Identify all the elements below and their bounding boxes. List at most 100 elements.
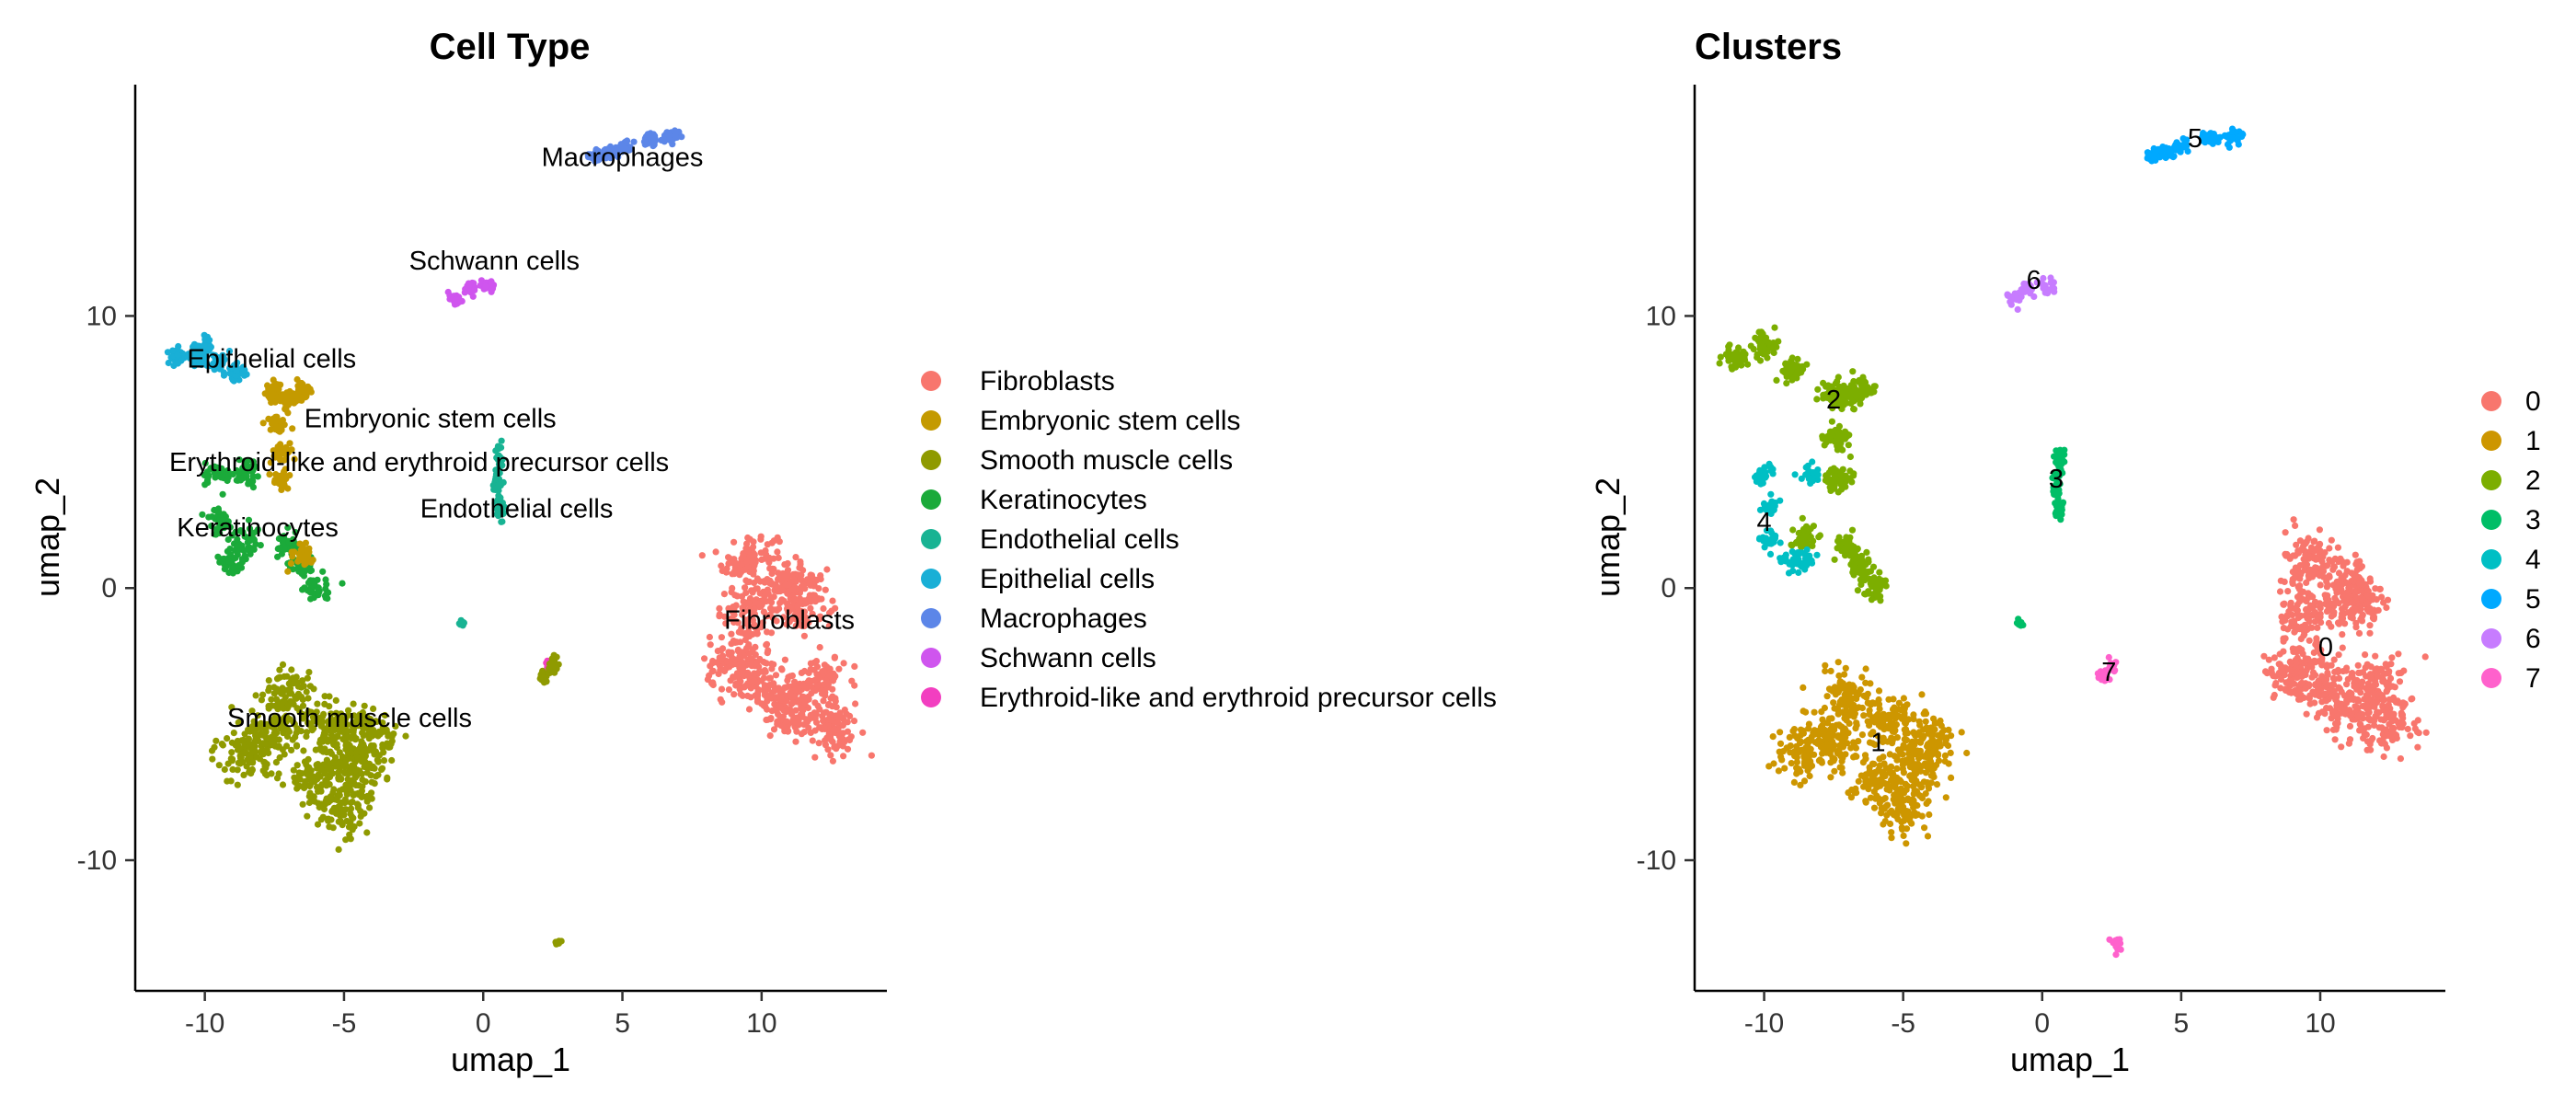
data-point (2302, 551, 2309, 558)
data-point (351, 790, 359, 798)
data-point (783, 697, 790, 705)
scatter-points (164, 127, 876, 948)
data-point (348, 805, 355, 812)
data-point (253, 753, 260, 761)
data-point (1850, 571, 1857, 579)
data-point (2407, 732, 2414, 740)
data-point (1725, 343, 1732, 351)
data-point (536, 675, 544, 683)
data-point (2313, 564, 2320, 572)
data-point (719, 567, 726, 575)
data-point (336, 749, 343, 756)
data-point (548, 655, 556, 662)
data-point (326, 724, 333, 732)
data-point (831, 743, 838, 751)
cluster-annotation: Schwann cells (409, 247, 580, 276)
data-point (1936, 732, 1944, 740)
data-point (288, 746, 295, 754)
data-point (2391, 684, 2398, 691)
data-point (2396, 719, 2403, 727)
data-point (760, 608, 768, 615)
data-point (706, 633, 714, 641)
data-point (2343, 595, 2351, 603)
data-point (809, 610, 816, 617)
data-point (304, 674, 311, 682)
data-point (775, 554, 782, 562)
data-point (729, 654, 736, 661)
data-point (346, 831, 353, 838)
data-point (1783, 370, 1790, 377)
data-point (268, 770, 275, 777)
data-point (1771, 324, 1778, 331)
data-point (1963, 749, 1971, 757)
data-point (736, 664, 743, 672)
data-point (297, 554, 305, 561)
data-point (1819, 721, 1826, 730)
data-point (164, 349, 171, 356)
data-point (1903, 825, 1911, 833)
data-point (753, 585, 761, 592)
data-point (213, 737, 220, 744)
data-point (817, 615, 824, 622)
data-point (751, 610, 759, 618)
data-point (768, 660, 776, 668)
data-point (2404, 725, 2411, 733)
data-point (336, 788, 343, 795)
data-point (2334, 619, 2342, 627)
data-point (2310, 547, 2317, 555)
data-point (1811, 708, 1818, 716)
data-point (2351, 588, 2358, 595)
data-point (1859, 759, 1867, 766)
data-point (278, 685, 286, 693)
data-point (300, 683, 307, 690)
data-point (744, 534, 752, 542)
data-point (342, 739, 350, 746)
data-point (248, 707, 256, 715)
data-point (1851, 563, 1858, 571)
data-point (287, 559, 294, 568)
data-point (2366, 629, 2374, 637)
data-point (2343, 568, 2351, 575)
data-point (2330, 707, 2338, 715)
chart-title: Cell Type (430, 27, 591, 67)
data-point (351, 822, 358, 831)
data-point (1846, 475, 1854, 482)
data-point (2331, 719, 2340, 728)
data-point (763, 641, 770, 649)
data-point (747, 684, 754, 692)
data-point (249, 758, 257, 765)
data-point (1866, 575, 1873, 582)
data-point (851, 662, 858, 671)
data-point (319, 813, 327, 821)
data-point (781, 684, 788, 691)
data-point (2359, 678, 2366, 685)
data-point (2284, 626, 2292, 633)
data-point (365, 735, 373, 742)
data-point (1835, 721, 1843, 729)
data-point (2368, 688, 2375, 696)
data-point (1807, 757, 1814, 765)
data-point (2367, 671, 2375, 678)
data-point (770, 555, 777, 562)
data-point (765, 590, 772, 597)
data-point (1759, 332, 1766, 339)
data-point (1731, 358, 1739, 365)
data-point (2366, 622, 2374, 629)
data-point (2387, 661, 2395, 668)
data-point (2354, 712, 2362, 719)
data-point (850, 718, 858, 725)
data-point (1778, 756, 1786, 764)
data-point (811, 676, 819, 684)
data-point (748, 661, 755, 668)
data-point (1871, 719, 1879, 726)
data-point (1903, 717, 1910, 724)
data-point (852, 700, 859, 707)
data-point (1945, 726, 1952, 734)
data-point (1910, 765, 1917, 773)
data-point (2301, 660, 2308, 667)
data-point (1800, 707, 1807, 715)
data-point (2312, 598, 2319, 605)
legend-swatch (921, 648, 941, 668)
data-point (317, 765, 325, 773)
data-point (218, 741, 225, 748)
